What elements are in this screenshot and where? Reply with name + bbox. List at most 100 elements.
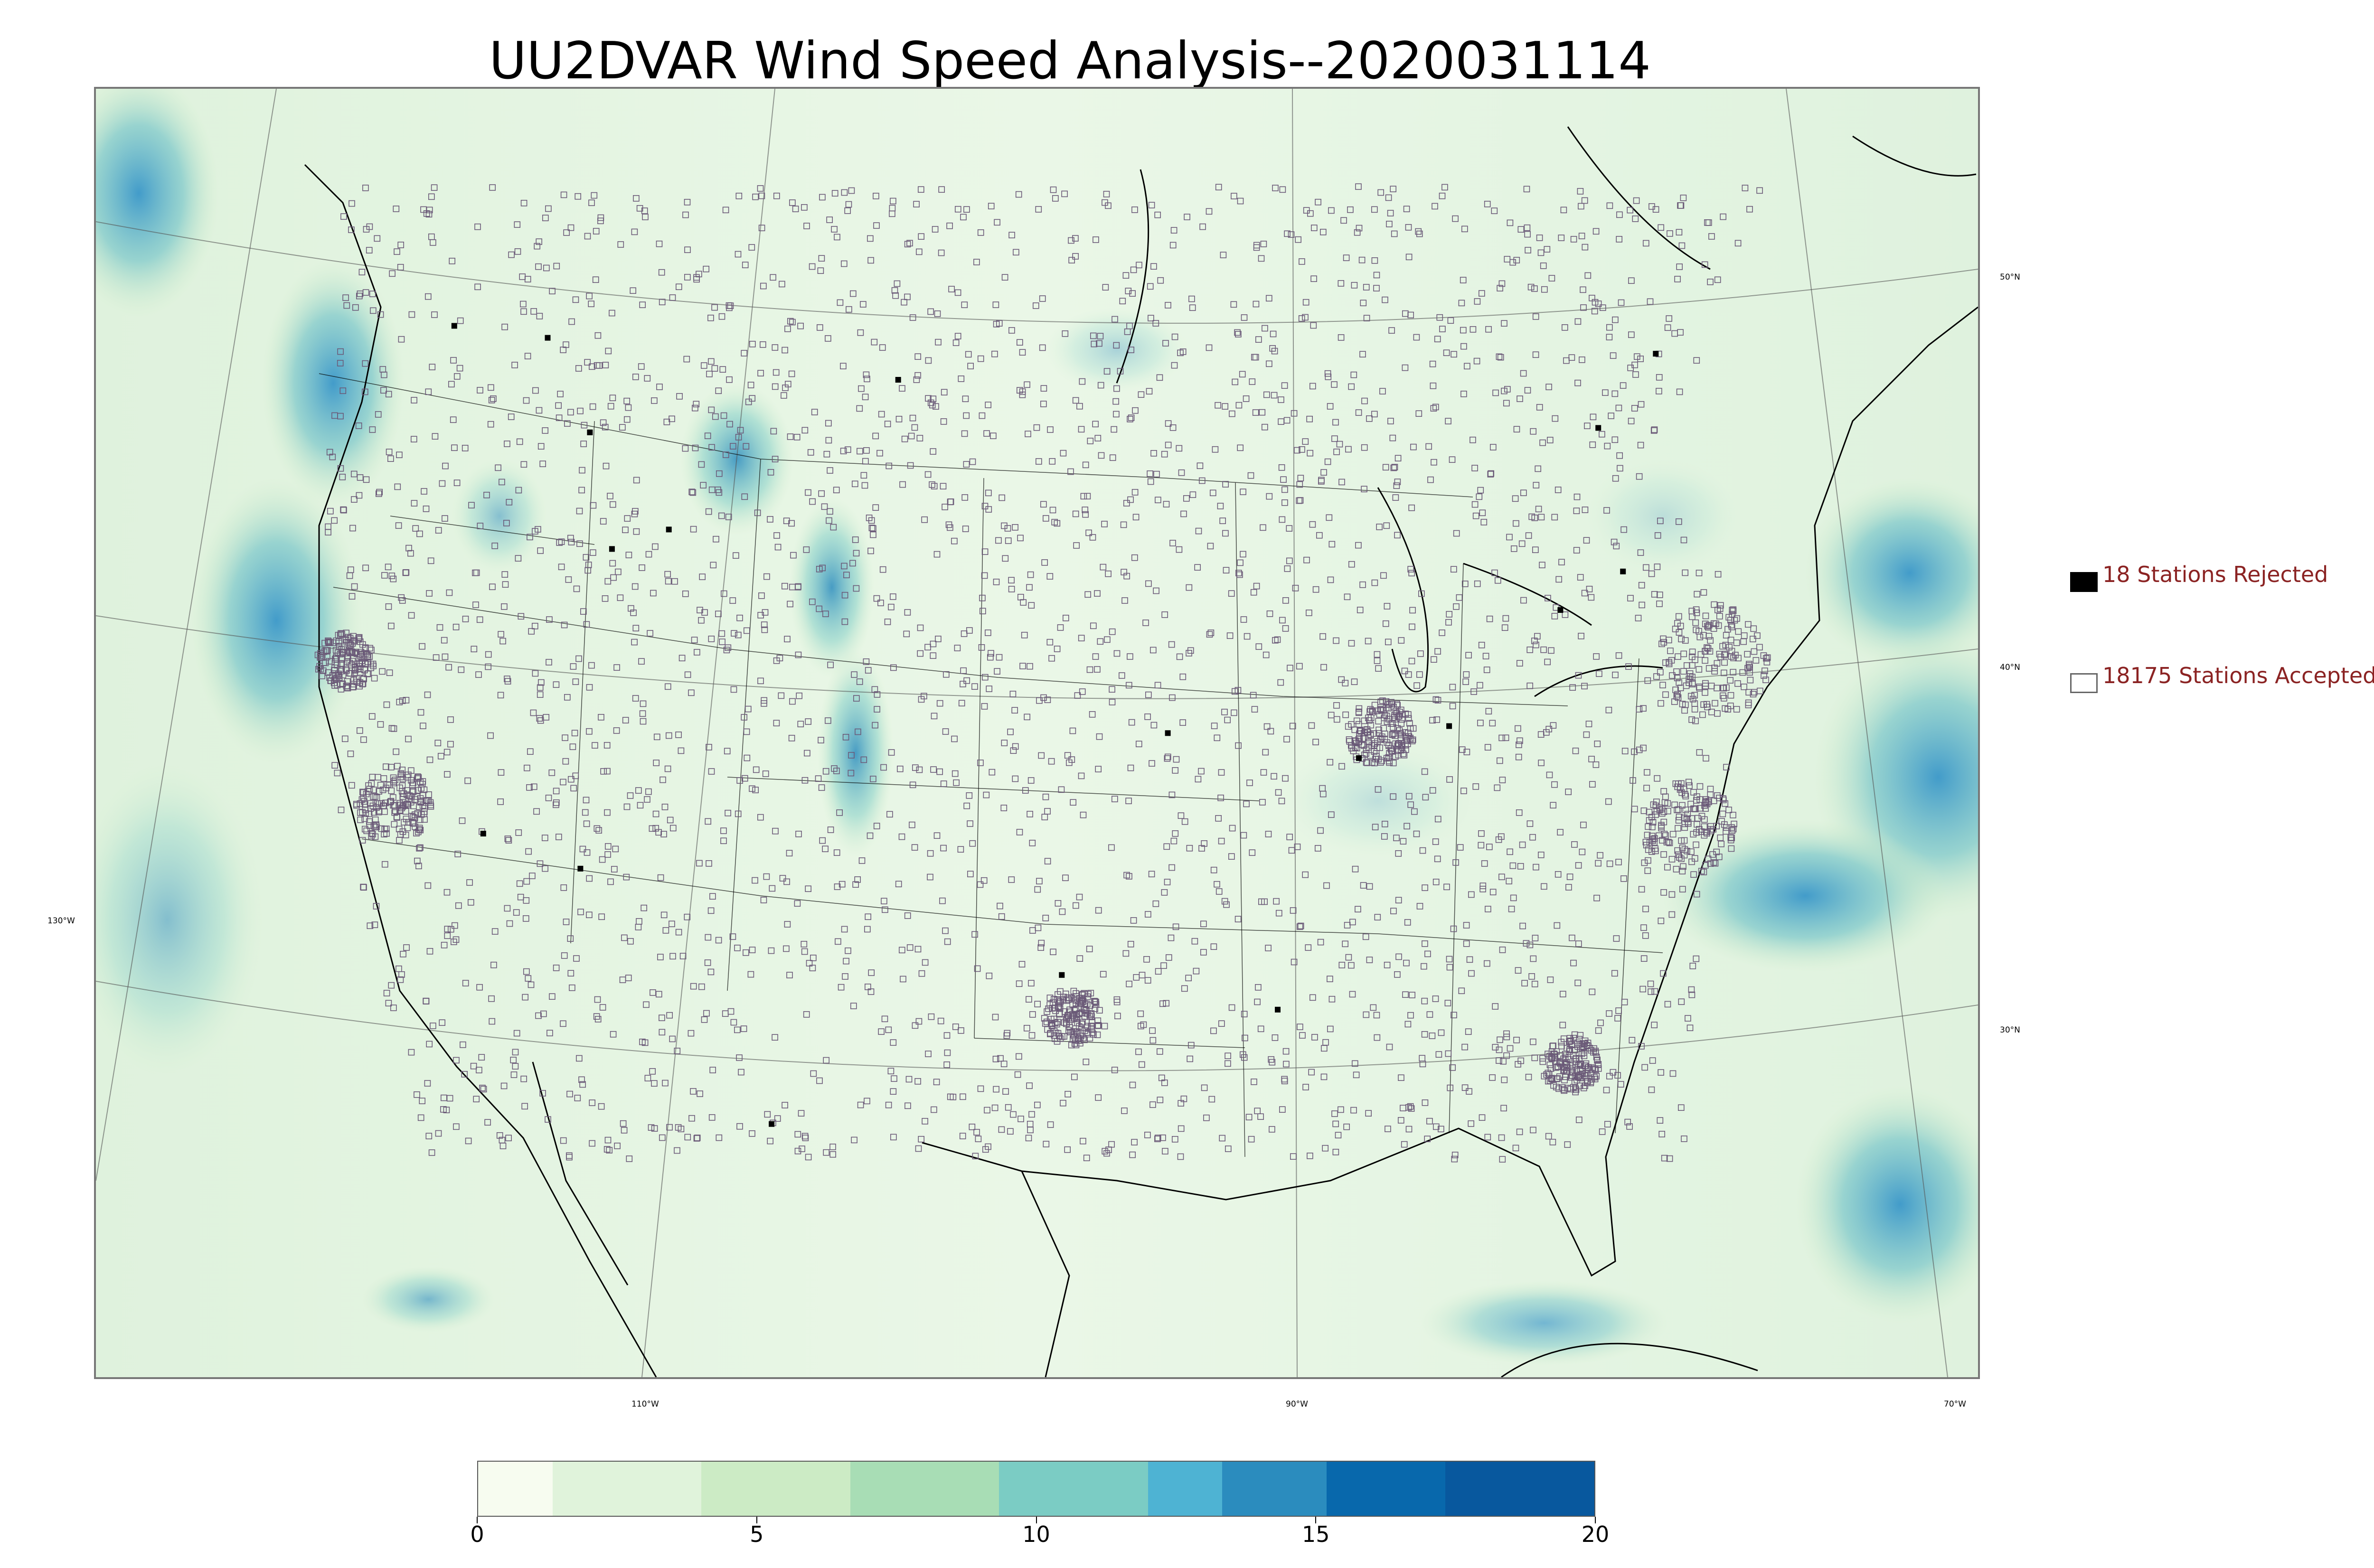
accepted-station-marker	[1470, 436, 1476, 443]
accepted-station-marker	[348, 641, 354, 648]
accepted-station-marker	[331, 762, 339, 769]
accepted-station-marker	[787, 601, 793, 608]
accepted-station-marker	[942, 927, 949, 934]
accepted-station-marker	[994, 219, 1000, 226]
accepted-station-marker	[843, 958, 849, 965]
accepted-station-marker	[386, 669, 393, 676]
accepted-station-marker	[1081, 1036, 1088, 1043]
accepted-station-marker	[805, 489, 811, 496]
accepted-station-marker	[1385, 638, 1392, 646]
accepted-station-marker	[1731, 617, 1738, 624]
accepted-station-marker	[1569, 934, 1575, 941]
accepted-station-marker	[1405, 733, 1413, 740]
accepted-station-marker	[763, 873, 770, 880]
accepted-station-marker	[1432, 838, 1439, 845]
accepted-station-marker	[823, 1057, 829, 1064]
accepted-station-marker	[870, 531, 876, 538]
accepted-station-marker	[727, 1008, 735, 1015]
accepted-station-marker	[1465, 1028, 1472, 1035]
accepted-station-marker	[1265, 945, 1272, 951]
accepted-station-marker	[444, 771, 451, 778]
accepted-station-marker	[1027, 571, 1034, 578]
accepted-station-marker	[1218, 837, 1225, 845]
accepted-station-marker	[1707, 860, 1714, 867]
accepted-station-marker	[932, 226, 939, 233]
accepted-station-marker	[1587, 1078, 1594, 1085]
accepted-station-marker	[938, 186, 945, 193]
accepted-station-marker	[375, 774, 381, 781]
accepted-station-marker	[1173, 756, 1180, 763]
accepted-station-marker	[913, 376, 920, 383]
accepted-station-marker	[460, 1041, 466, 1048]
accepted-station-marker	[1245, 1114, 1253, 1120]
accepted-station-marker	[346, 670, 353, 676]
accepted-station-marker	[707, 907, 715, 914]
accepted-station-marker	[1374, 651, 1381, 658]
accepted-station-marker	[805, 885, 811, 892]
accepted-station-marker	[421, 488, 427, 495]
accepted-station-marker	[325, 637, 331, 644]
accepted-station-marker	[360, 883, 367, 891]
accepted-station-marker	[1090, 332, 1097, 339]
accepted-station-marker	[1040, 501, 1047, 508]
accepted-station-marker	[1068, 257, 1075, 263]
accepted-station-marker	[565, 576, 572, 583]
accepted-station-marker	[1517, 226, 1525, 233]
accepted-station-marker	[1327, 576, 1334, 583]
accepted-station-marker	[898, 833, 905, 840]
accepted-station-marker	[528, 981, 535, 988]
accepted-station-marker	[918, 970, 925, 977]
accepted-station-marker	[1430, 382, 1437, 389]
accepted-station-marker	[414, 793, 421, 800]
accepted-station-marker	[845, 947, 851, 954]
accepted-station-marker	[1260, 769, 1267, 776]
accepted-station-marker	[1674, 691, 1681, 698]
accepted-station-marker	[1365, 638, 1372, 645]
accepted-station-marker	[1565, 884, 1572, 891]
accepted-station-marker	[560, 779, 566, 786]
accepted-station-marker	[1541, 883, 1547, 890]
accepted-station-marker	[1352, 865, 1359, 873]
accepted-station-marker	[1488, 470, 1494, 477]
accepted-station-marker	[1288, 847, 1295, 854]
accepted-station-marker	[1017, 594, 1024, 601]
accepted-station-marker	[1707, 823, 1714, 830]
accepted-station-marker	[1407, 801, 1414, 808]
accepted-station-marker	[1438, 1126, 1444, 1133]
accepted-station-marker	[969, 840, 976, 847]
accepted-station-marker	[1629, 1037, 1636, 1043]
accepted-station-marker	[357, 653, 364, 660]
accepted-station-marker	[1747, 676, 1754, 684]
accepted-station-marker	[1189, 491, 1196, 498]
accepted-station-marker	[1172, 923, 1179, 930]
accepted-station-marker	[1649, 824, 1656, 830]
accepted-station-marker	[1642, 839, 1649, 845]
accepted-station-marker	[564, 420, 571, 427]
accepted-station-marker	[1689, 662, 1696, 669]
accepted-station-marker	[1693, 357, 1700, 364]
accepted-station-marker	[1366, 708, 1373, 715]
accepted-station-marker	[1676, 388, 1683, 395]
accepted-station-marker	[1565, 789, 1572, 795]
accepted-station-marker	[1651, 835, 1658, 842]
accepted-station-marker	[1005, 537, 1012, 544]
accepted-station-marker	[415, 863, 422, 869]
accepted-station-marker	[772, 369, 780, 376]
accepted-station-marker	[1612, 475, 1619, 482]
accepted-station-marker	[853, 695, 860, 702]
accepted-station-marker	[978, 644, 985, 651]
accepted-station-marker	[1551, 613, 1558, 620]
accepted-station-marker	[1113, 342, 1120, 349]
accepted-station-marker	[1144, 977, 1151, 984]
accepted-station-marker	[568, 318, 575, 325]
accepted-station-marker	[1033, 302, 1039, 309]
accepted-station-marker	[1394, 479, 1401, 485]
accepted-station-marker	[1722, 642, 1729, 648]
accepted-station-marker	[1581, 1049, 1587, 1056]
accepted-station-marker	[1718, 841, 1724, 847]
accepted-station-marker	[1592, 299, 1599, 306]
accepted-station-marker	[1614, 1072, 1621, 1079]
accepted-station-marker	[1299, 1032, 1306, 1039]
accepted-station-marker	[371, 921, 378, 928]
accepted-station-marker	[600, 768, 607, 775]
